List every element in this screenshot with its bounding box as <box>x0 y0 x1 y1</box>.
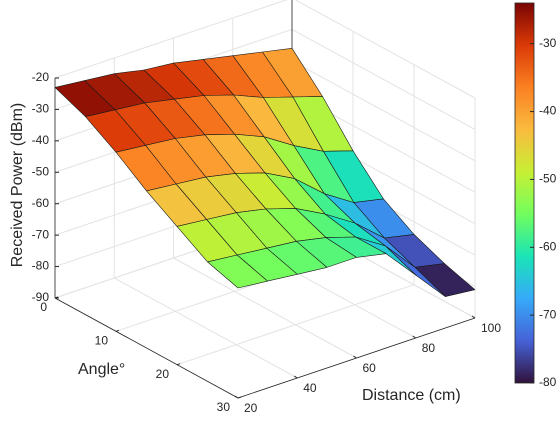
grid-line <box>114 277 298 379</box>
z-tick-label: -90 <box>32 290 50 304</box>
y-tick-label: 10 <box>95 334 109 348</box>
x-tick <box>293 375 298 379</box>
colorbar-tick-label: -70 <box>539 307 557 321</box>
z-tick-label: -20 <box>32 70 50 84</box>
y-tick-label: 30 <box>217 400 231 414</box>
y-tick-label: 20 <box>156 367 170 381</box>
x-tick-label: 60 <box>363 361 377 375</box>
y-tick-label: 0 <box>40 300 47 314</box>
x-tick <box>412 335 417 339</box>
x-tick <box>471 315 476 319</box>
grid-line <box>173 257 357 359</box>
y-tick <box>176 363 181 366</box>
x-tick <box>234 395 239 399</box>
x-tick-label: 80 <box>422 341 436 355</box>
colorbar-tick-label: -40 <box>539 104 557 118</box>
grid-line <box>294 0 476 99</box>
grid-line <box>176 284 415 366</box>
colorbar-tick-label: -50 <box>539 172 557 186</box>
colorbar-tick-label: -60 <box>539 239 557 253</box>
x-axis-label: Distance (cm) <box>362 387 461 404</box>
colorbar-tick-label: -80 <box>539 375 557 389</box>
y-tick <box>115 329 120 332</box>
z-axis-label: Received Power (dBm) <box>9 103 26 268</box>
z-tick-label: -50 <box>32 164 50 178</box>
z-tick-label: -30 <box>32 102 50 116</box>
z-tick-label: -80 <box>32 259 50 273</box>
colorbar <box>514 2 535 384</box>
x-tick-label: 20 <box>244 401 258 415</box>
surface-patch <box>207 254 268 289</box>
colorbar-tick-label: -30 <box>539 36 557 50</box>
grid-line <box>291 28 476 130</box>
y-tick <box>237 396 242 399</box>
x-tick <box>353 355 357 359</box>
x-tick-label: 100 <box>481 321 501 335</box>
grid-line <box>291 60 476 162</box>
axis-line <box>54 297 239 399</box>
z-tick-label: -70 <box>32 227 50 241</box>
y-axis-label: Angle° <box>78 361 125 378</box>
z-tick-label: -40 <box>32 133 50 147</box>
y-tick <box>54 296 59 299</box>
z-tick-label: -60 <box>32 196 50 210</box>
x-tick-label: 40 <box>303 381 317 395</box>
